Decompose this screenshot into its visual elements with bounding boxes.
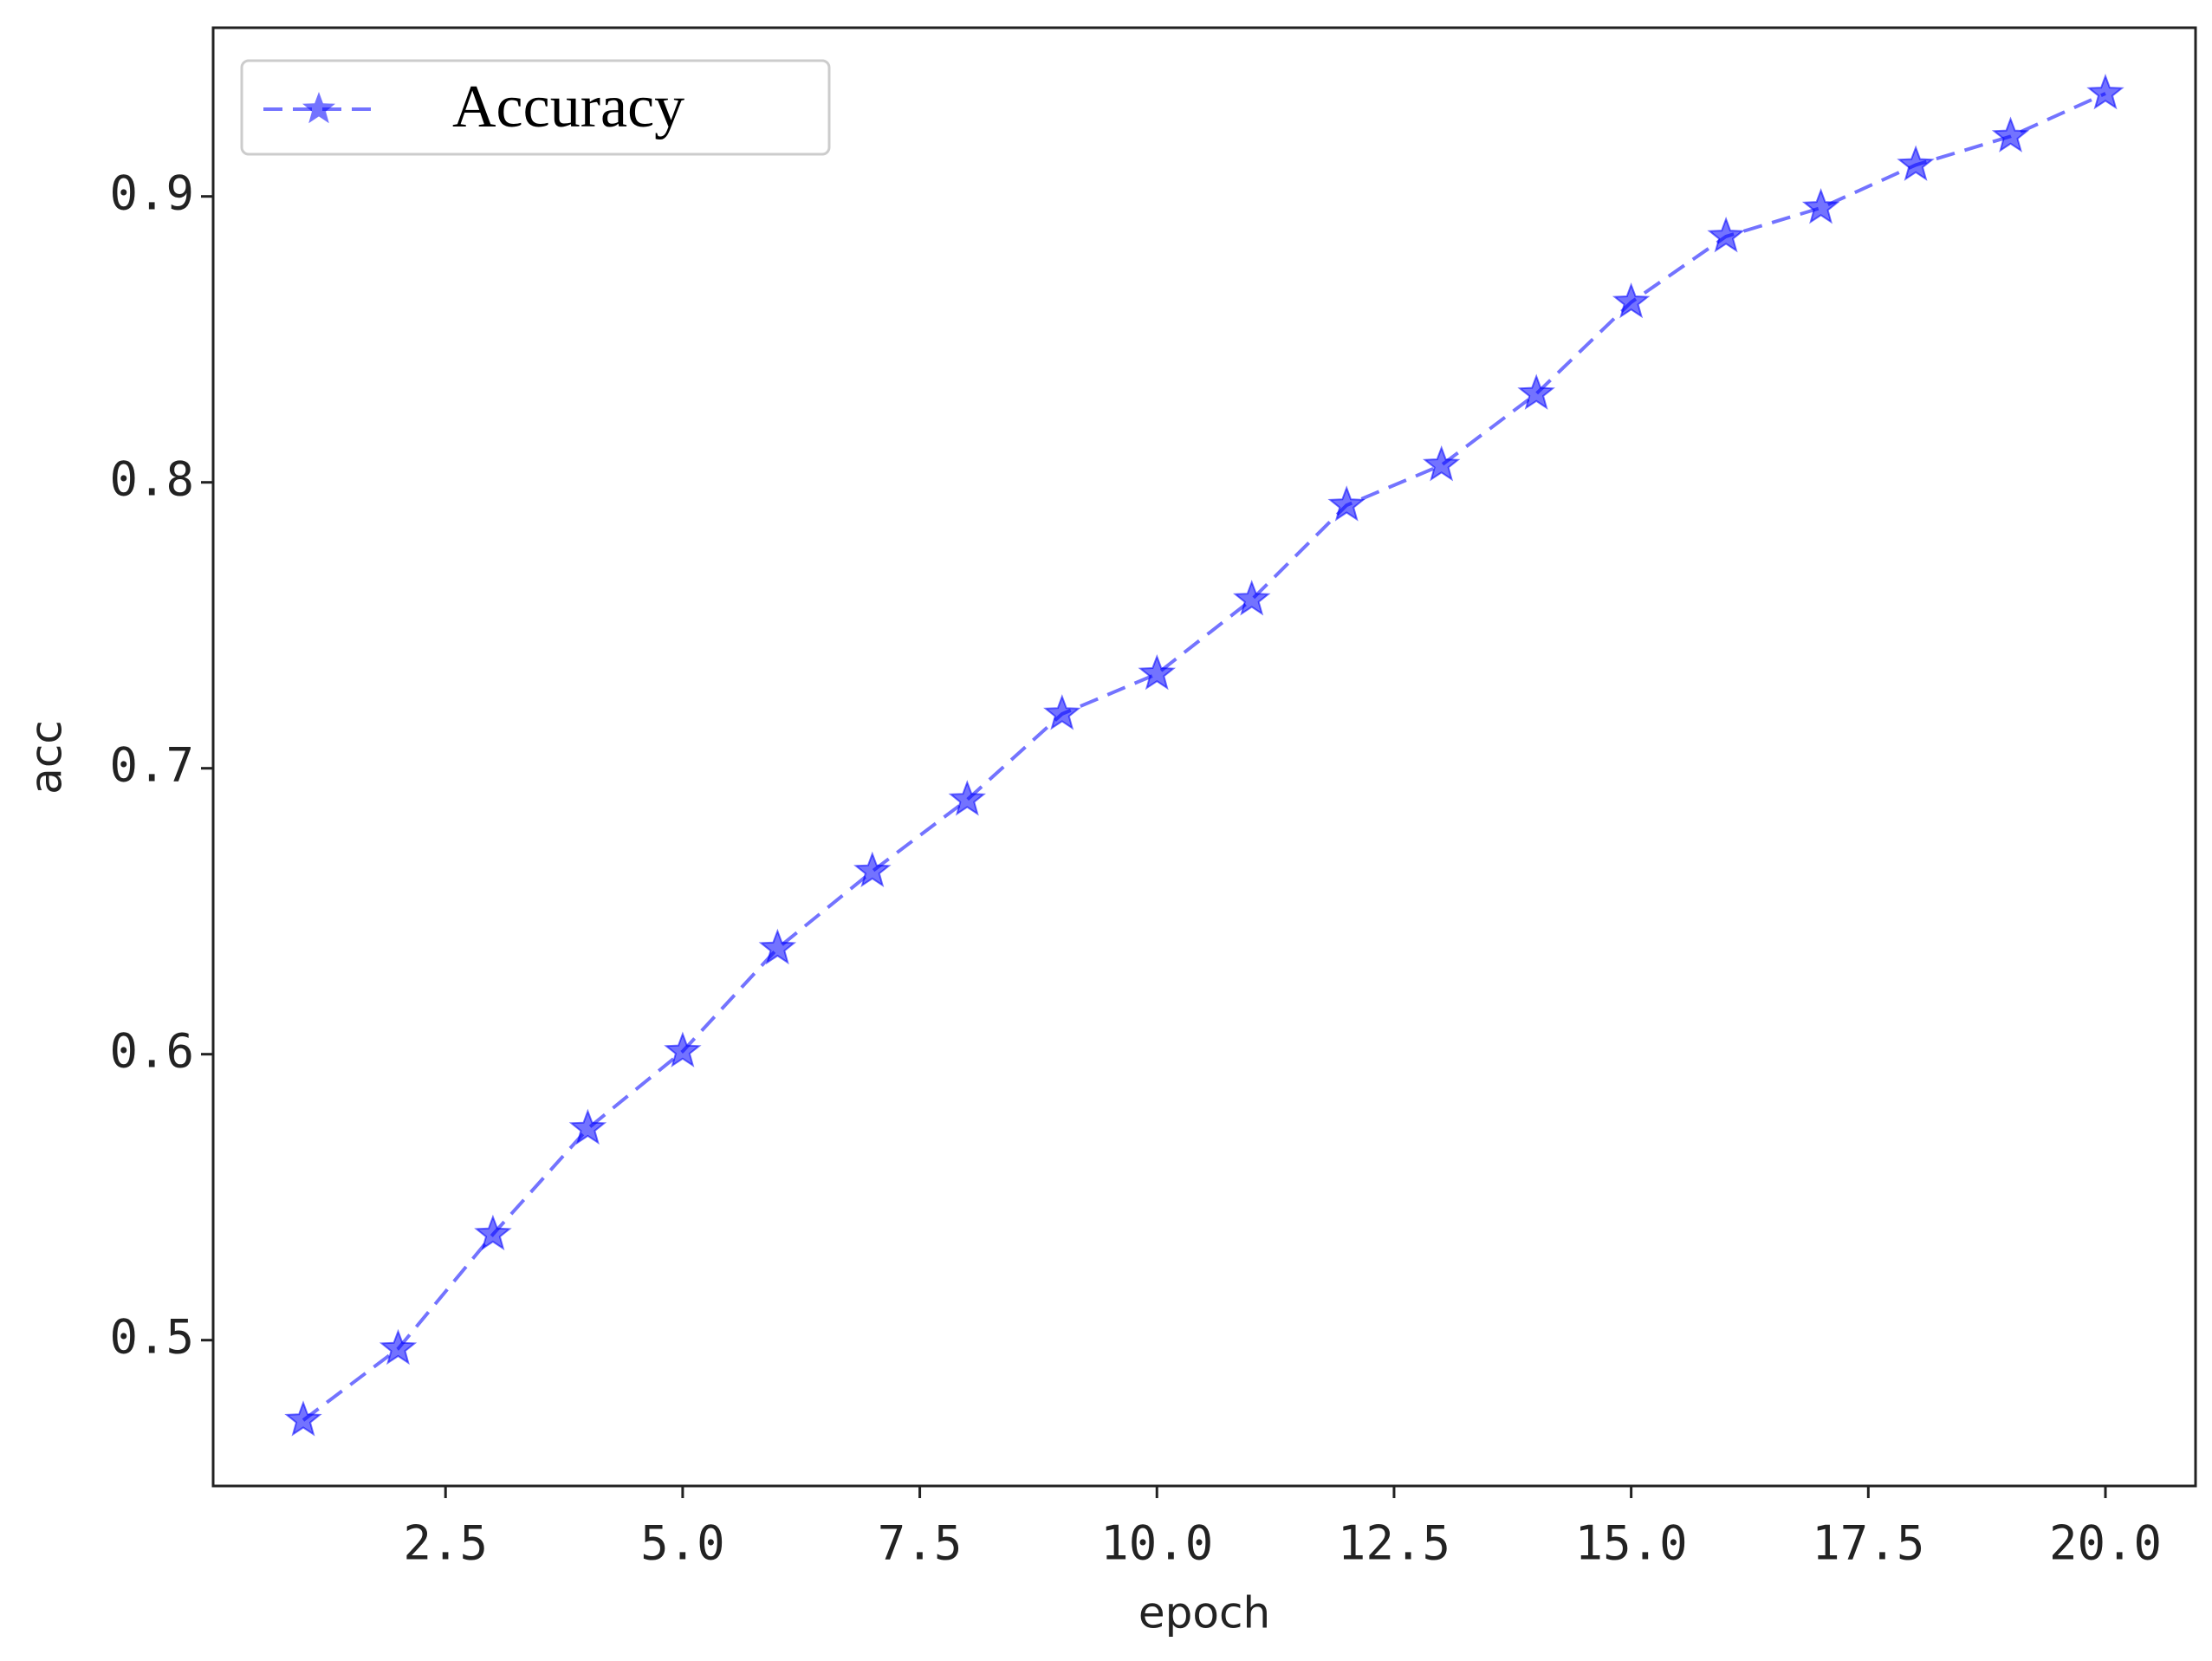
y-tick-label: 0.6	[109, 1023, 194, 1078]
point	[664, 1031, 702, 1067]
x-tick-label: 2.5	[403, 1516, 488, 1571]
point	[1897, 145, 1935, 181]
x-tick-label: 15.0	[1575, 1516, 1688, 1571]
y-axis-label: acc	[22, 720, 72, 795]
point	[1232, 580, 1271, 616]
x-tick-label: 20.0	[2049, 1516, 2162, 1571]
point	[2086, 74, 2124, 110]
legend-marker	[302, 92, 335, 124]
x-tick-label: 17.5	[1812, 1516, 1924, 1571]
point	[1043, 694, 1081, 730]
point	[758, 928, 797, 965]
legend-label: Accuracy	[452, 74, 684, 140]
point	[1138, 653, 1177, 691]
point	[379, 1328, 418, 1366]
point	[474, 1214, 512, 1251]
x-tick-label: 10.0	[1100, 1516, 1213, 1571]
point	[284, 1400, 322, 1437]
x-tick-label: 5.0	[640, 1516, 725, 1571]
y-tick-label: 0.5	[109, 1309, 194, 1364]
point	[568, 1108, 607, 1145]
x-axis-label: epoch	[1138, 1588, 1270, 1638]
point	[1327, 485, 1365, 522]
plot-frame	[211, 26, 2197, 1488]
y-tick-label: 0.8	[109, 451, 194, 506]
point	[948, 780, 987, 816]
point	[1801, 188, 1840, 224]
point	[1422, 445, 1461, 482]
legend-box	[240, 59, 831, 156]
series-line	[302, 92, 2106, 1422]
y-tick-label: 0.9	[109, 165, 194, 220]
point	[1707, 217, 1745, 253]
x-tick-label: 12.5	[1338, 1516, 1450, 1571]
point	[853, 851, 892, 888]
point	[1991, 116, 2030, 152]
y-tick-label: 0.7	[109, 737, 194, 792]
point	[1517, 373, 1555, 410]
x-tick-label: 7.5	[878, 1516, 963, 1571]
point	[1612, 282, 1651, 319]
